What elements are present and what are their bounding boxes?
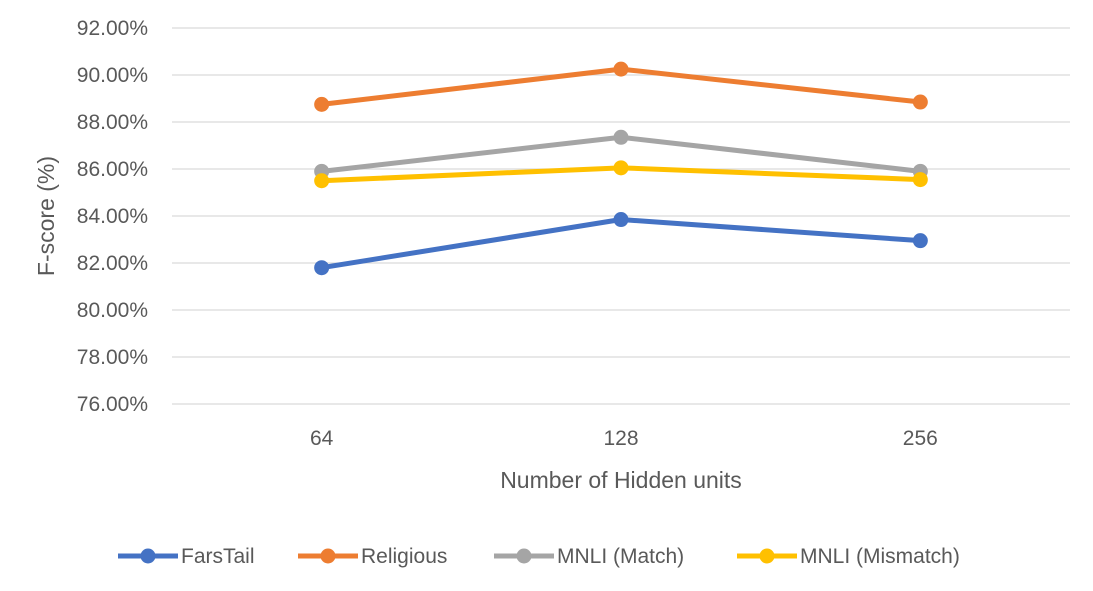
y-axis-title: F-score (%) xyxy=(33,156,59,276)
series-religious xyxy=(314,61,928,112)
data-point-farstail xyxy=(314,260,330,276)
legend: FarsTail Religious MNLI (Match) MNLI (Misma… xyxy=(118,545,960,568)
y-tick-label: 82.00% xyxy=(77,252,148,275)
x-tick-label: 64 xyxy=(310,427,334,450)
data-point-farstail xyxy=(613,212,629,228)
y-tick-label: 80.00% xyxy=(77,299,148,322)
data-point-mnli-mismatch xyxy=(314,173,330,189)
y-tick-label: 84.00% xyxy=(77,205,148,228)
y-tick-label: 86.00% xyxy=(77,158,148,181)
data-point-religious xyxy=(613,61,629,77)
x-tick-label: 128 xyxy=(603,427,638,450)
legend-swatch-marker xyxy=(320,548,336,564)
legend-swatch-marker xyxy=(516,548,532,564)
y-tick-label: 78.00% xyxy=(77,346,148,369)
series-mnli-mismatch xyxy=(314,160,928,189)
y-tick-label: 76.00% xyxy=(77,393,148,416)
legend-item: MNLI (Mismatch) xyxy=(737,545,960,568)
legend-swatch-marker xyxy=(140,548,156,564)
x-axis-ticks: 64 128 256 xyxy=(310,427,938,450)
y-axis-ticks: 76.00% 78.00% 80.00% 82.00% 84.00% 86.00% 88.0… xyxy=(77,17,148,416)
legend-item: MNLI (Match) xyxy=(494,545,684,568)
legend-item: Religious xyxy=(298,545,447,568)
data-point-mnli-match xyxy=(613,129,629,145)
legend-label: MNLI (Mismatch) xyxy=(800,545,960,568)
legend-label: Religious xyxy=(361,545,447,568)
data-point-religious xyxy=(314,96,330,112)
y-tick-label: 88.00% xyxy=(77,111,148,134)
series-farstail xyxy=(314,212,928,276)
x-axis-title: Number of Hidden units xyxy=(500,467,742,493)
data-point-farstail xyxy=(912,233,928,249)
y-tick-label: 90.00% xyxy=(77,64,148,87)
legend-label: MNLI (Match) xyxy=(557,545,684,568)
data-point-mnli-mismatch xyxy=(613,160,629,176)
data-point-religious xyxy=(912,94,928,110)
legend-label: FarsTail xyxy=(181,545,255,568)
legend-item: FarsTail xyxy=(118,545,255,568)
legend-swatch-marker xyxy=(759,548,775,564)
y-tick-label: 92.00% xyxy=(77,17,148,40)
series-group xyxy=(314,61,928,276)
x-tick-label: 256 xyxy=(903,427,938,450)
data-point-mnli-mismatch xyxy=(912,172,928,188)
